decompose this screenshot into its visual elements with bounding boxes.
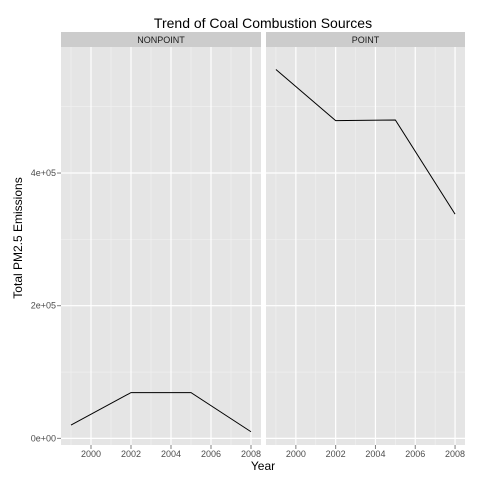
facet-panel-nonpoint: NONPOINT 2000 2002 2004 2006 2008 (61, 32, 261, 459)
x-tick-label: 2006 (405, 449, 425, 459)
facet-panels: NONPOINT 2000 2002 2004 2006 2008 POINT 2000 200… (61, 32, 465, 459)
y-tick-label: 4e+05 (31, 168, 56, 178)
series-line (275, 69, 456, 215)
x-tick-label: 2008 (241, 449, 261, 459)
x-tick-label: 2006 (201, 449, 221, 459)
facet-strip (266, 32, 465, 47)
x-tick-label: 2008 (445, 449, 465, 459)
series-line (70, 392, 252, 433)
y-tick-label: 0e+00 (31, 433, 56, 443)
y-axis: 0e+00 2e+05 4e+05 (31, 168, 61, 443)
x-axis-title: Year (251, 459, 275, 473)
panel-background (266, 47, 465, 445)
facet-strip-label: POINT (352, 35, 380, 45)
facet-panel-point: POINT 2000 2002 2004 2006 2008 (266, 32, 465, 459)
chart-title: Trend of Coal Combustion Sources (154, 15, 372, 31)
x-tick-label: 2002 (121, 449, 141, 459)
facet-strip (61, 32, 261, 47)
x-tick-label: 2004 (365, 449, 385, 459)
x-tick-label: 2000 (81, 449, 101, 459)
y-tick-label: 2e+05 (31, 301, 56, 311)
panel-background (61, 47, 261, 445)
x-tick-label: 2002 (326, 449, 346, 459)
x-tick-label: 2000 (286, 449, 306, 459)
facet-strip-label: NONPOINT (137, 35, 185, 45)
x-tick-label: 2004 (161, 449, 181, 459)
y-axis-title: Total PM2.5 Emissions (11, 177, 25, 298)
